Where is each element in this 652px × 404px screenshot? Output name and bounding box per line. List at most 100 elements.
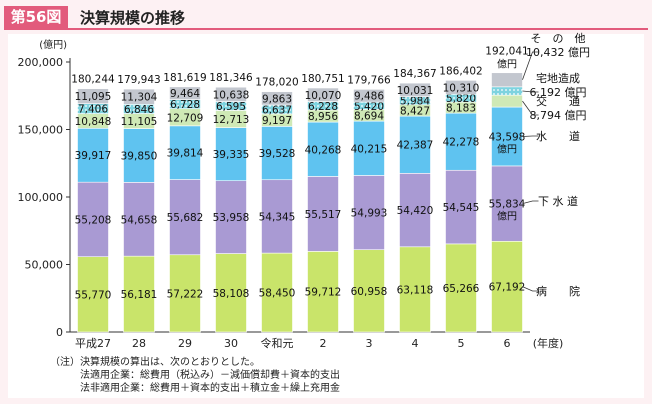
legend-label: 水 道	[536, 129, 580, 143]
bar-segment	[491, 165, 523, 242]
bar-segment	[215, 253, 247, 333]
bar-segment	[215, 127, 247, 182]
data-label: 54,993	[351, 208, 388, 220]
data-label: 55,208	[75, 214, 112, 226]
bar-segment	[491, 86, 523, 96]
total-label: 181,619	[163, 72, 206, 84]
bar-segment	[445, 80, 477, 95]
y-tick-label: 0	[56, 326, 63, 339]
bar-segment	[123, 182, 155, 257]
data-label: 9,197	[262, 115, 292, 127]
data-label: 8,427	[400, 105, 430, 117]
bar-segment	[353, 175, 385, 251]
total-label: 179,943	[117, 74, 160, 86]
bar-segment	[169, 125, 201, 180]
data-label: 65,266	[443, 283, 480, 295]
legend-leader-line	[522, 200, 539, 204]
bar-segment	[445, 169, 477, 245]
data-label: 9,464	[170, 88, 200, 100]
data-label: 43,598	[489, 131, 526, 143]
legend-label: そ の 他	[531, 32, 586, 45]
data-label: 55,517	[305, 209, 342, 221]
data-label: 6,637	[262, 104, 292, 116]
total-label: 181,346	[209, 72, 253, 84]
data-label: 11,095	[75, 91, 112, 103]
bar-segment	[123, 88, 155, 105]
data-label: 67,192	[489, 282, 526, 294]
bar-segment	[399, 173, 431, 248]
footnote-line: 法非適用企業：総費用＋資本的支出＋積立金＋繰上充用金	[50, 383, 340, 394]
data-label: 5,984	[400, 96, 430, 108]
data-label: 63,118	[397, 284, 434, 296]
data-label: 10,638	[213, 89, 250, 101]
data-label: 55,834	[489, 199, 526, 211]
data-label: 6,595	[216, 101, 246, 113]
bar-segment	[169, 179, 201, 256]
data-label: 8,183	[446, 103, 476, 115]
data-label: 59,712	[305, 287, 342, 299]
bar-segment	[491, 72, 523, 88]
legend-label: 交 通	[536, 94, 580, 108]
bar-segment	[445, 112, 477, 171]
value-unit-label: 億円	[497, 142, 517, 155]
data-label: 55,682	[167, 212, 204, 224]
bar-segment	[353, 89, 385, 103]
data-label: 6,728	[170, 99, 200, 111]
x-tick-label: 2	[320, 337, 327, 350]
bar-segment	[123, 255, 155, 333]
bar-segment	[169, 86, 201, 100]
data-label: 12,709	[167, 112, 204, 124]
bar-segment	[399, 246, 431, 333]
bar-segment	[77, 127, 109, 183]
data-label: 39,917	[75, 150, 112, 162]
figure-title: 決算規模の推移	[80, 9, 186, 27]
x-tick-label: 平成27	[75, 337, 111, 350]
bar-segment	[399, 115, 431, 174]
total-label: 186,402	[439, 65, 482, 77]
data-label: 10,848	[75, 116, 112, 128]
data-label: 8,956	[308, 111, 338, 123]
total-label: 184,367	[393, 68, 436, 80]
y-tick-label: 150,000	[18, 124, 64, 137]
data-label: 58,450	[259, 288, 296, 300]
total-label: 192,041	[485, 46, 528, 58]
x-tick-label: 6	[504, 337, 511, 350]
title-underline	[4, 28, 648, 30]
bar-segment	[215, 180, 247, 254]
bar-segment	[261, 252, 293, 333]
footnote-line: 法適用企業：総費用（税込み）－減価償却費＋資本的支出	[50, 370, 340, 381]
bar-segment	[307, 121, 339, 177]
data-label: 5,420	[354, 101, 384, 113]
data-label: 11,105	[121, 116, 158, 128]
bar-segment	[261, 126, 293, 181]
bar-segment	[169, 254, 201, 333]
data-label: 42,278	[443, 137, 480, 149]
value-unit-label: 億円	[497, 210, 517, 223]
data-label: 58,108	[213, 288, 250, 300]
x-axis-unit: (年度)	[533, 336, 564, 350]
data-label: 39,335	[213, 149, 250, 161]
legend-leader-line	[522, 51, 539, 80]
data-label: 55,770	[75, 289, 112, 301]
data-label: 39,528	[259, 148, 296, 160]
data-label: 54,345	[259, 211, 296, 223]
bar-segment	[445, 243, 477, 333]
data-label: 39,850	[121, 150, 158, 162]
data-label: 10,310	[443, 82, 480, 94]
data-label: 9,486	[354, 91, 384, 103]
legend-label: 10,432 億円	[526, 46, 590, 59]
legend-label: 6,192 億円	[530, 86, 587, 99]
data-label: 6,228	[308, 101, 338, 113]
y-tick-label: 200,000	[18, 56, 64, 69]
legend-leader-line	[522, 90, 539, 93]
x-tick-label: 3	[366, 337, 373, 350]
x-tick-label: 令和元	[261, 336, 294, 350]
bar-segment	[261, 179, 293, 254]
total-label: 178,020	[255, 77, 298, 89]
bar-segment	[307, 176, 339, 252]
bar-segment	[261, 91, 293, 106]
bar-segment	[123, 128, 155, 183]
data-label: 60,958	[351, 286, 388, 298]
data-label: 5,820	[446, 93, 476, 105]
bar-segment	[77, 181, 109, 258]
